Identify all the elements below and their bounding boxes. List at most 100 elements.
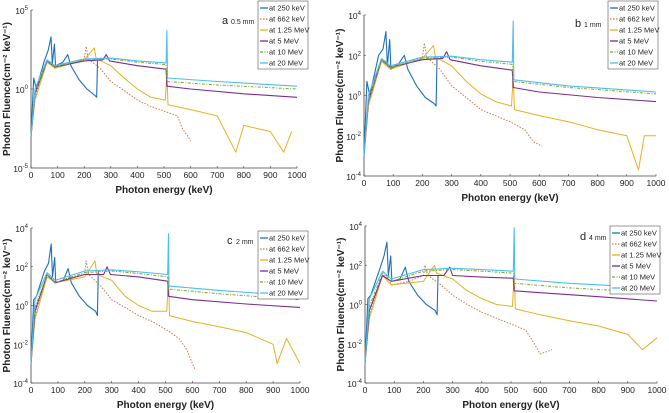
- y-tick-label: 104: [348, 11, 361, 21]
- x-tick-label: 200: [416, 385, 430, 395]
- x-tick-label: 400: [130, 170, 144, 180]
- series-line-at-20-mev: [30, 233, 301, 364]
- x-tick-label: 700: [562, 385, 576, 395]
- x-tick-label: 900: [266, 385, 280, 395]
- x-tick-label: 600: [184, 170, 198, 180]
- y-axis-label: Photon Fluence(cm⁻² keV⁻¹): [2, 22, 13, 156]
- y-tick-base: 10: [13, 379, 23, 389]
- panel-c: 0 100 200 300 400 500 600 700 800 900 100010410210…: [2, 224, 310, 411]
- legend-entry: at 20 MeV: [269, 289, 303, 298]
- x-tick-label: 300: [105, 385, 119, 395]
- y-axis-label: Photon Fluence(cm⁻² keV⁻¹): [2, 239, 13, 373]
- x-tick-label: 100: [51, 170, 65, 180]
- x-tick-label: 300: [446, 385, 460, 395]
- y-tick-exponent: -2: [23, 340, 29, 346]
- panel-d: 0 100 200 300 400 500 600 700 800 900 100010410210…: [336, 222, 667, 411]
- y-tick-base: 10: [347, 340, 357, 350]
- y-tick-exponent: 4: [359, 222, 363, 228]
- x-tick-label: 200: [78, 385, 92, 395]
- x-tick-label: 600: [533, 385, 547, 395]
- y-tick-base: 10: [15, 224, 25, 234]
- series-line-at-10-mev: [30, 270, 301, 364]
- y-tick-base: 10: [348, 51, 358, 61]
- series-line-at-1-25-mev: [30, 47, 293, 153]
- panel-thickness: 1 mm: [584, 22, 602, 29]
- y-tick-base: 10: [349, 222, 359, 232]
- x-tick-label: 900: [620, 178, 634, 188]
- y-tick-label: 100: [15, 302, 28, 312]
- legend-entry: at 10 MeV: [619, 48, 653, 57]
- y-tick-exponent: -4: [356, 172, 362, 178]
- x-tick-label: 1000: [647, 178, 666, 188]
- legend-entry: at 20 MeV: [621, 284, 655, 293]
- y-tick-label: 105: [15, 6, 28, 16]
- panel-thickness: 4 mm: [589, 235, 607, 242]
- panel-thickness: 2 mm: [236, 239, 254, 246]
- y-tick-exponent: -4: [357, 379, 363, 385]
- x-tick-label: 800: [239, 385, 253, 395]
- y-tick-label: 102: [349, 261, 362, 271]
- y-tick-exponent: 0: [25, 85, 29, 91]
- legend-entry: at 5 MeV: [619, 37, 649, 46]
- y-tick-exponent: -4: [23, 379, 29, 385]
- y-tick-label: 10-2: [347, 340, 362, 350]
- y-tick-label: 10-2: [346, 132, 361, 142]
- x-tick-label: 600: [532, 178, 546, 188]
- x-axis-label: Photon energy (keV): [115, 185, 212, 196]
- x-axis-label: Photon energy (keV): [117, 400, 214, 411]
- y-tick-base: 10: [15, 302, 25, 312]
- panel-label: a: [222, 15, 229, 27]
- x-tick-label: 500: [158, 385, 172, 395]
- y-tick-base: 10: [347, 379, 357, 389]
- y-tick-exponent: 4: [358, 11, 362, 17]
- x-tick-label: 200: [415, 178, 429, 188]
- legend-entry: at 1.25 MeV: [269, 26, 309, 35]
- x-tick-label: 0: [362, 178, 367, 188]
- y-axis-label: Photon Fluence(cm⁻² keV⁻¹): [336, 238, 347, 372]
- y-tick-label: 100: [349, 301, 362, 311]
- x-tick-label: 100: [387, 385, 401, 395]
- y-tick-label: 10-4: [347, 379, 362, 389]
- legend-entry: at 662 keV: [619, 15, 655, 24]
- series-line-at-20-mev: [363, 20, 657, 156]
- x-tick-label: 0: [363, 385, 368, 395]
- x-tick-label: 500: [157, 170, 171, 180]
- y-tick-base: 10: [349, 261, 359, 271]
- x-tick-label: 800: [592, 385, 606, 395]
- y-tick-base: 10: [348, 11, 358, 21]
- y-tick-exponent: -2: [357, 340, 363, 346]
- y-tick-base: 10: [15, 6, 25, 16]
- y-tick-exponent: -2: [356, 132, 362, 138]
- y-tick-label: 100: [15, 85, 28, 95]
- y-tick-label: 104: [349, 222, 362, 232]
- legend-entry: at 662 keV: [269, 15, 305, 24]
- legend-box: [257, 0, 309, 70]
- legend-entry: at 250 keV: [269, 234, 305, 243]
- y-tick-exponent: 0: [359, 301, 363, 307]
- x-tick-label: 800: [591, 178, 605, 188]
- panel-a: 0 100 200 300 400 500 600 700 800 900 100010510010…: [2, 0, 309, 196]
- y-tick-base: 10: [346, 172, 356, 182]
- legend-entry: at 20 MeV: [269, 59, 303, 68]
- y-tick-label: 10-4: [13, 379, 28, 389]
- x-tick-label: 400: [132, 385, 146, 395]
- y-tick-label: 10-4: [346, 172, 361, 182]
- y-tick-base: 10: [348, 92, 358, 102]
- x-tick-label: 500: [504, 385, 518, 395]
- x-tick-label: 0: [29, 170, 34, 180]
- x-tick-label: 1000: [291, 385, 310, 395]
- legend-entry: at 662 keV: [269, 245, 305, 254]
- y-tick-label: 10-5: [13, 164, 28, 174]
- y-tick-label: 10-2: [13, 340, 28, 350]
- series-line-at-250-kev: [364, 241, 439, 364]
- x-tick-label: 300: [445, 178, 459, 188]
- series-line-at-1-25-mev: [30, 260, 301, 365]
- legend-entry: at 250 keV: [621, 229, 657, 238]
- y-axis-label: Photon Fluence(cm⁻² keV⁻¹): [335, 29, 346, 163]
- x-tick-label: 500: [503, 178, 517, 188]
- y-tick-exponent: 2: [358, 51, 362, 57]
- y-tick-label: 104: [15, 224, 28, 234]
- legend-box: [607, 0, 659, 70]
